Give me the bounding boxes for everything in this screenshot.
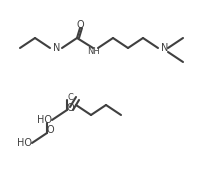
Text: O: O [66, 103, 74, 113]
Text: O: O [46, 125, 54, 135]
Text: NH: NH [87, 48, 99, 57]
Text: N: N [161, 43, 169, 53]
Text: HO: HO [38, 115, 53, 125]
Text: N: N [53, 43, 61, 53]
Text: HO: HO [17, 138, 32, 148]
Text: C: C [67, 93, 73, 102]
Text: O: O [76, 20, 84, 30]
